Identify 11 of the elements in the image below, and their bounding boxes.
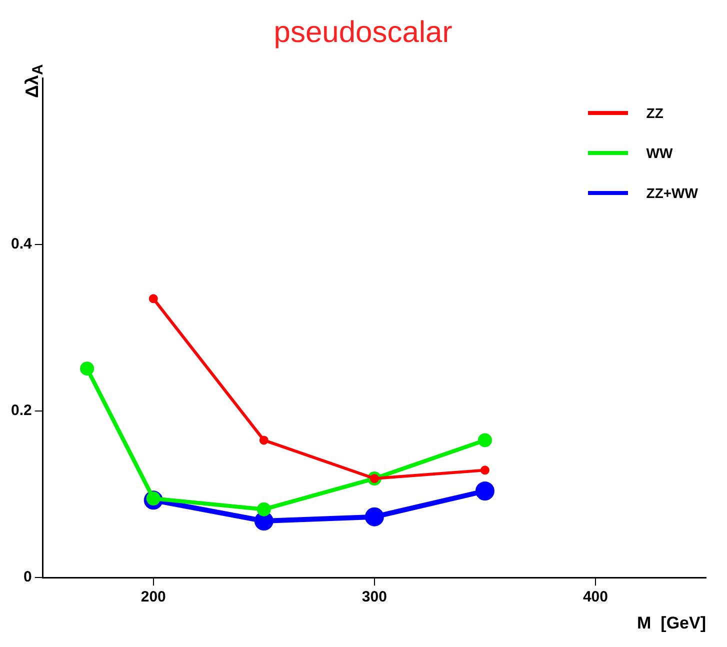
y-tick-label: 0.4 xyxy=(10,236,32,253)
x-axis-title: M [GeV] xyxy=(637,613,706,632)
x-tick-label: 200 xyxy=(140,588,166,606)
y-tick-label: 0.2 xyxy=(10,402,32,420)
legend-label: ZZ+WW xyxy=(646,185,698,201)
legend-label: ZZ xyxy=(646,105,664,121)
y-tick-label: 0 xyxy=(24,568,32,586)
x-tick-label: 400 xyxy=(582,588,608,606)
chart-title: pseudoscalar xyxy=(272,15,454,51)
x-tick-label: 300 xyxy=(362,588,387,606)
legend-label: WW xyxy=(646,145,673,161)
